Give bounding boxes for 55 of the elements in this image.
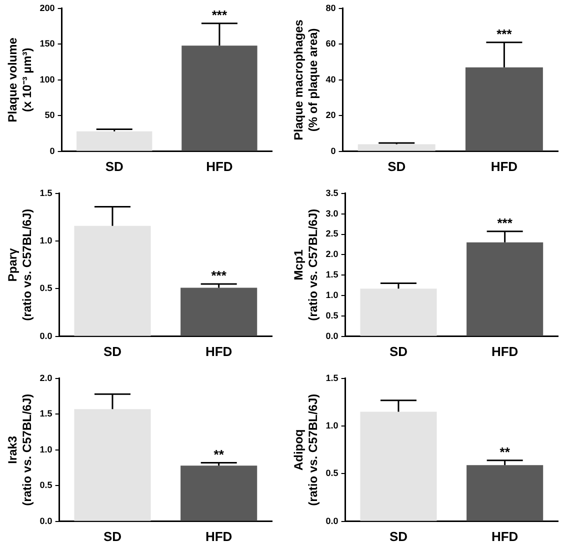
y-tick-label: 1.5 [40, 408, 52, 419]
x-tick-label: SD [388, 158, 406, 174]
y-tick-label: 1.0 [326, 420, 338, 431]
x-tick-label: HFD [206, 158, 233, 174]
y-axis-title: Adipoq (ratio vs. C57BL/6J) [292, 394, 320, 506]
y-tick-label: 2.0 [40, 372, 52, 383]
y-tick-label: 40 [326, 74, 336, 84]
y-tick-label: 1.0 [326, 290, 338, 300]
y-tick-label: 0.5 [326, 310, 338, 320]
y-tick-label: 3.5 [326, 188, 338, 198]
annotation: *** [496, 26, 513, 42]
y-axis-title: Irak3 (ratio vs. C57BL/6J) [6, 394, 34, 506]
y-tick-label: 80 [326, 2, 336, 13]
x-tick-label: HFD [491, 344, 518, 359]
y-tick-label: 1.5 [326, 270, 338, 280]
x-tick-label: SD [103, 344, 122, 359]
y-tick-label: 150 [40, 38, 55, 49]
y-axis-title: Plaque volume (x 10⁻³ µm³) [6, 37, 34, 122]
annotation: *** [211, 268, 228, 284]
y-tick-label: 0.0 [326, 516, 338, 526]
x-tick-label: HFD [205, 528, 232, 544]
x-tick-label: HFD [205, 344, 232, 359]
y-tick-label: 0.0 [40, 330, 52, 341]
x-tick-label: SD [103, 528, 122, 544]
x-tick-label: HFD [491, 528, 518, 544]
y-tick-label: 1.5 [326, 372, 338, 383]
y-tick-label: 2.5 [326, 228, 338, 239]
y-tick-label: 0.5 [40, 480, 52, 490]
y-axis-title: Plaque macrophages (% of plaque area) [292, 19, 320, 140]
y-tick-label: 60 [326, 38, 336, 49]
annotation: *** [497, 215, 514, 230]
y-tick-label: 2.0 [326, 249, 338, 260]
y-tick-label: 1.0 [40, 444, 52, 454]
x-tick-label: SD [389, 344, 408, 359]
x-tick-label: HFD [490, 158, 518, 174]
annotation: ** [214, 446, 225, 462]
y-tick-label: 0.5 [326, 468, 338, 478]
y-axis-title: Pparγ (ratio vs. C57BL/6J) [6, 208, 34, 321]
y-tick-label: 50 [44, 110, 55, 120]
x-tick-label: SD [389, 528, 408, 544]
y-tick-label: 0 [50, 146, 55, 156]
y-axis-title: Mcp1 (ratio vs. C57BL/6J) [292, 208, 320, 321]
y-tick-label: 0.0 [326, 330, 338, 341]
y-tick-label: 0.0 [40, 516, 52, 526]
annotation: ** [500, 444, 511, 460]
y-tick-label: 0 [330, 146, 336, 156]
y-tick-label: 1.0 [40, 236, 52, 246]
y-tick-label: 200 [40, 2, 55, 13]
annotation: *** [212, 7, 228, 22]
y-tick-label: 100 [40, 74, 55, 84]
x-tick-label: SD [105, 158, 124, 174]
y-tick-label: 20 [326, 110, 336, 120]
y-tick-label: 0.5 [40, 283, 52, 294]
y-tick-label: 1.5 [40, 188, 52, 198]
y-tick-label: 3.0 [326, 208, 338, 218]
